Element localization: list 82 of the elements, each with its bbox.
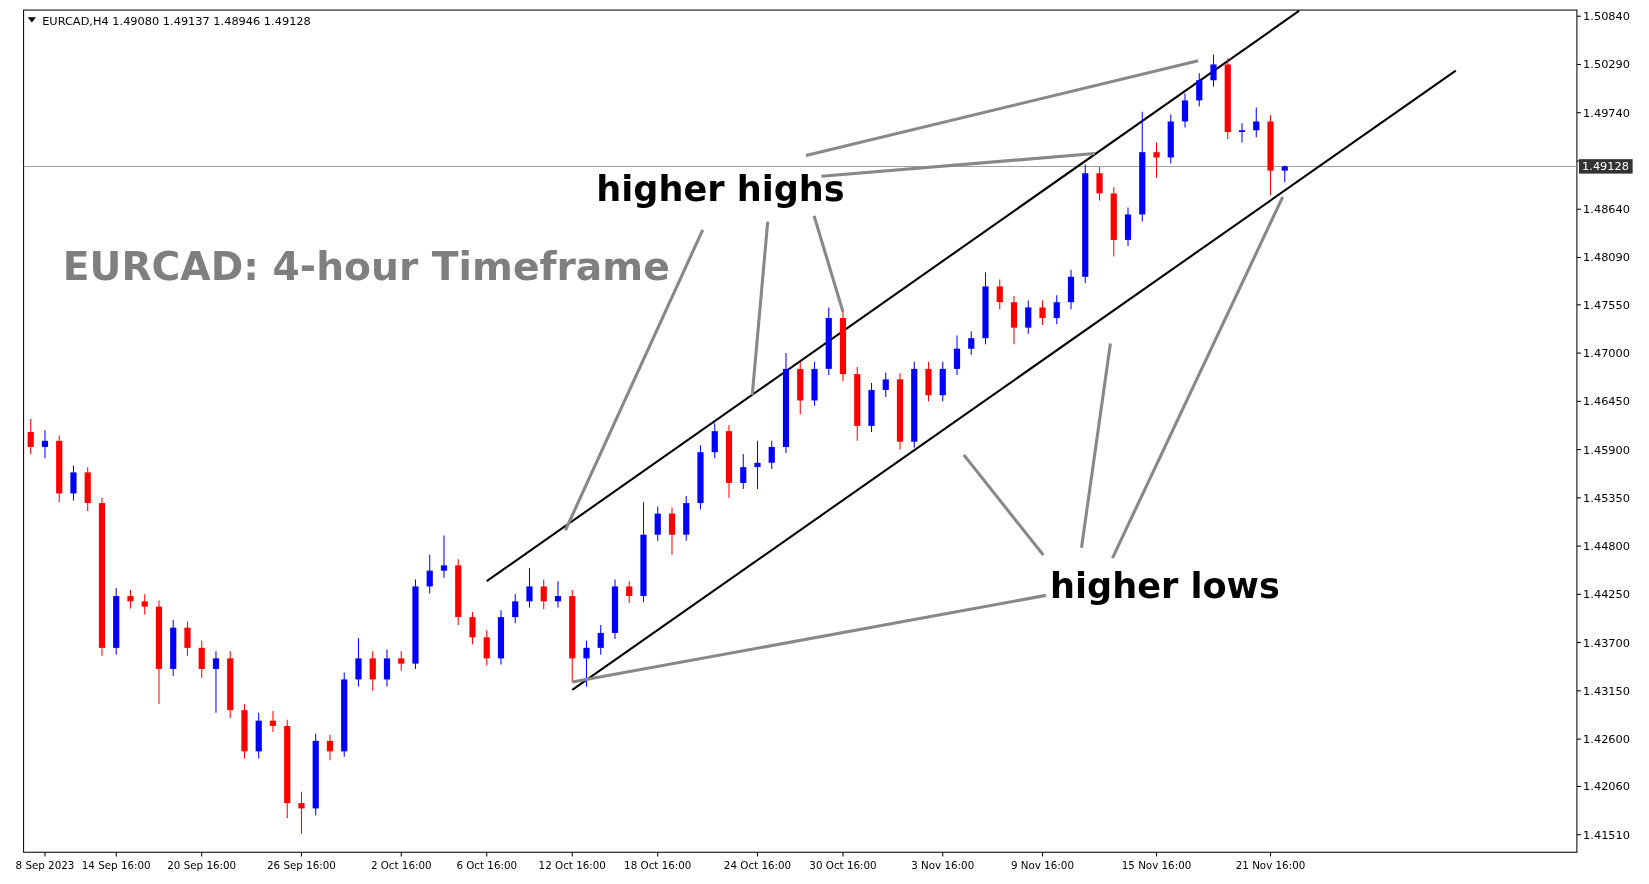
candlestick	[668, 506, 676, 556]
y-tick-label: 1.47000	[1583, 346, 1631, 361]
annotation: higher highs	[596, 168, 845, 210]
candlestick	[540, 578, 547, 610]
candlestick	[41, 429, 49, 459]
chart-subtitle: EURCAD,H4 1.49080 1.49137 1.48946 1.49128	[42, 13, 311, 28]
y-tick-label: 1.49740	[1583, 105, 1631, 120]
candlestick	[383, 649, 391, 687]
candlestick	[1053, 294, 1060, 325]
x-tick-label: 24 Oct 16:00	[723, 858, 792, 871]
y-tick-label: 1.46450	[1583, 394, 1631, 409]
x-tick-label: 6 Oct 16:00	[456, 858, 518, 871]
candlestick	[426, 554, 433, 594]
x-tick-label: 3 Nov 16:00	[911, 858, 975, 871]
candlestick	[1210, 54, 1217, 87]
candlestick	[27, 418, 34, 455]
candlestick	[1238, 122, 1246, 144]
x-tick-label: 14 Sep 16:00	[81, 858, 151, 871]
candlestick	[1153, 142, 1160, 179]
candlestick	[198, 640, 205, 679]
candlestick	[654, 506, 661, 542]
x-tick-label: 20 Sep 16:00	[167, 858, 237, 871]
candlestick	[526, 567, 533, 609]
candlestick	[298, 791, 305, 835]
candlestick	[483, 629, 490, 666]
y-tick-label: 1.44800	[1583, 539, 1631, 554]
y-tick-label: 1.43700	[1583, 635, 1631, 650]
annotation: higher lows	[1050, 565, 1280, 607]
candlestick	[1039, 299, 1046, 326]
x-tick-label: 30 Oct 16:00	[809, 858, 877, 871]
x-tick-label: 18 Oct 16:00	[624, 858, 692, 871]
y-tick-label: 1.48090	[1583, 250, 1631, 265]
candlestick	[626, 580, 633, 604]
y-tick-label: 1.42060	[1583, 779, 1631, 794]
candlestick	[882, 371, 889, 398]
candlestick	[597, 624, 604, 656]
y-tick-label: 1.50840	[1583, 9, 1631, 24]
candlestick	[512, 593, 519, 624]
candlestick	[184, 621, 191, 657]
x-tick-label: 2 Oct 16:00	[370, 858, 432, 871]
candlestick	[1096, 166, 1103, 201]
candlestick	[326, 734, 334, 761]
y-tick-label: 1.47550	[1583, 297, 1631, 312]
candlestick	[212, 650, 220, 714]
y-tick-label: 1.44250	[1583, 587, 1631, 602]
candlestick	[469, 611, 476, 645]
candlestick	[1025, 299, 1032, 335]
candlestick	[754, 440, 761, 490]
candlestick	[440, 535, 448, 579]
candlestick	[996, 278, 1003, 310]
candlestick	[1196, 72, 1203, 108]
candlestick	[70, 464, 77, 501]
y-tick-label: 1.45350	[1583, 490, 1631, 505]
candlestick	[711, 422, 718, 459]
x-tick-label: 21 Nov 16:00	[1235, 858, 1306, 871]
y-tick-label: 1.42600	[1583, 732, 1631, 747]
candlestick	[141, 593, 148, 616]
candlestick	[740, 453, 747, 490]
candlestick	[269, 710, 277, 733]
text: EURCAD: 4-hour Timeframe	[62, 244, 670, 290]
candlestick	[1253, 106, 1260, 138]
candlestick	[953, 335, 961, 376]
y-tick-label: 1.48640	[1583, 202, 1631, 217]
candlestick	[398, 650, 405, 672]
x-tick-label: 8 Sep 2023	[15, 858, 75, 871]
candlestick	[968, 330, 975, 356]
y-tick-label: 1.43150	[1583, 683, 1631, 698]
candlestick	[583, 640, 590, 687]
ref-line-label: 1.49128	[1582, 159, 1629, 174]
candlestick	[369, 650, 376, 692]
x-tick-label: 9 Nov 16:00	[1011, 858, 1074, 871]
candlestick	[127, 589, 134, 609]
candlestick	[355, 637, 362, 687]
candlestick	[554, 580, 562, 609]
x-tick-label: 15 Nov 16:00	[1121, 858, 1192, 871]
candlestick	[1181, 92, 1189, 129]
y-tick-label: 1.41510	[1583, 827, 1631, 842]
y-tick-label: 1.50290	[1583, 57, 1631, 72]
x-tick-label: 12 Oct 16:00	[538, 858, 606, 871]
y-tick-label: 1.45900	[1583, 442, 1631, 457]
candlestick	[768, 440, 775, 470]
x-tick-label: 26 Sep 16:00	[267, 858, 336, 871]
